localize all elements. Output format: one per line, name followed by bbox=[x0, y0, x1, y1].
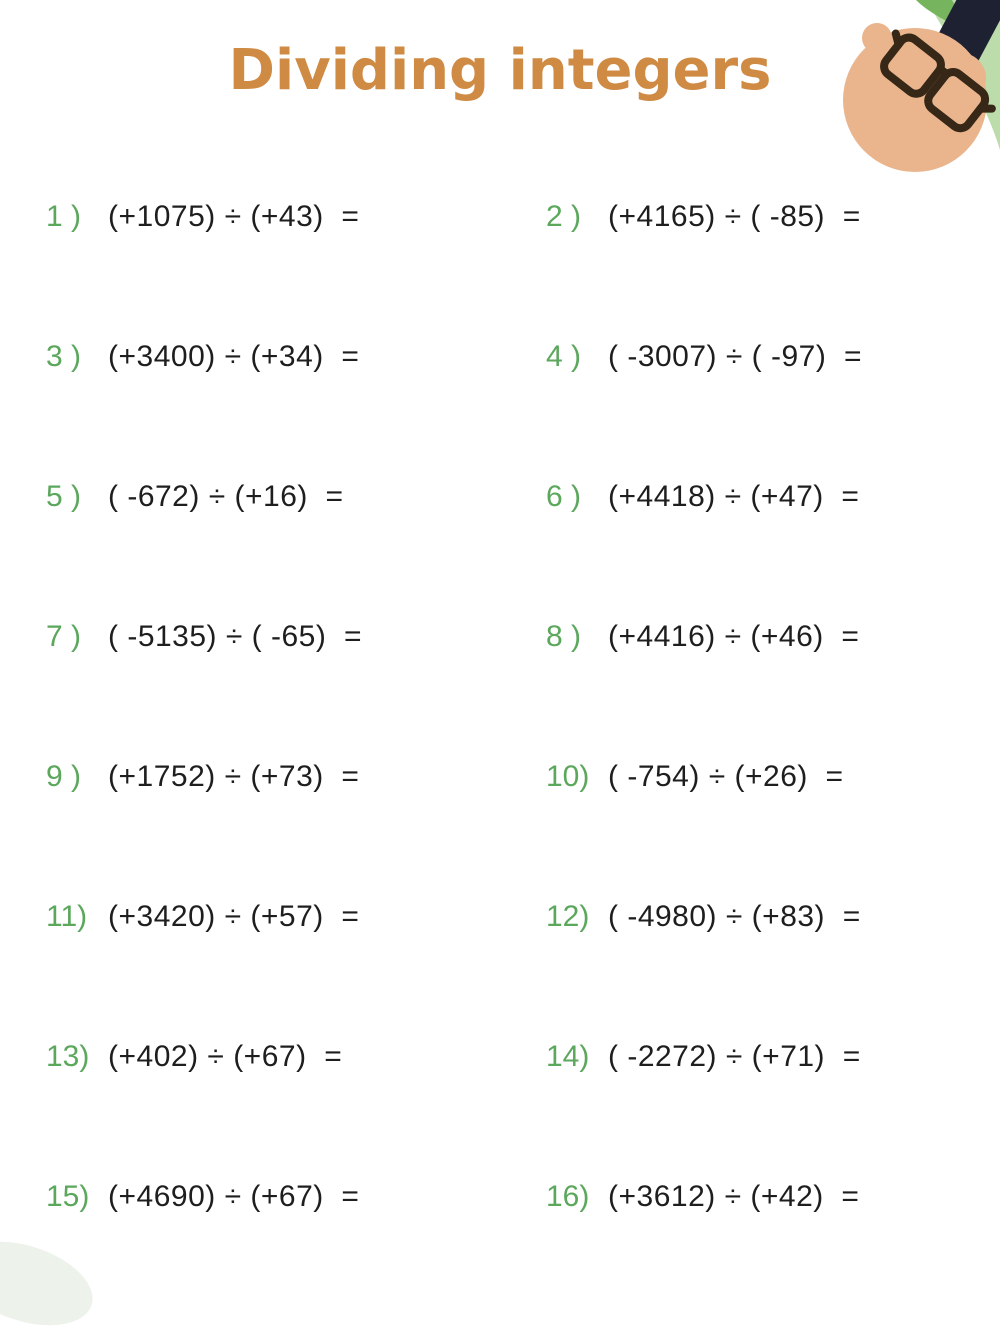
problem-row-10: 10) ( -754) ÷ (+26) = bbox=[500, 750, 1000, 890]
problem-row-11: 11) (+3420) ÷ (+57) = bbox=[0, 890, 500, 1030]
problem-row-15: 15) (+4690) ÷ (+67) = bbox=[0, 1170, 500, 1310]
problem-number: 5 ) bbox=[46, 480, 82, 513]
problem-expression: (+4690) ÷ (+67) = bbox=[108, 1180, 360, 1213]
problem-row-13: 13) (+402) ÷ (+67) = bbox=[0, 1030, 500, 1170]
page-title: Dividing integers bbox=[228, 38, 772, 103]
problem-expression: (+3420) ÷ (+57) = bbox=[108, 900, 360, 933]
problem-number: 6 ) bbox=[546, 480, 582, 513]
problem-number: 15) bbox=[46, 1180, 90, 1213]
problem-number: 12) bbox=[546, 900, 590, 933]
kid-scratching-head-illustration bbox=[830, 0, 1000, 178]
problem-number: 7 ) bbox=[46, 620, 82, 653]
problem-expression: (+3612) ÷ (+42) = bbox=[608, 1180, 860, 1213]
problem-number: 4 ) bbox=[546, 340, 582, 373]
problem-row-4: 4 ) ( -3007) ÷ ( -97) = bbox=[500, 330, 1000, 470]
problem-expression: (+1752) ÷ (+73) = bbox=[108, 760, 360, 793]
problem-row-9: 9 ) (+1752) ÷ (+73) = bbox=[0, 750, 500, 890]
problem-expression: ( -3007) ÷ ( -97) = bbox=[608, 340, 863, 373]
problem-expression: ( -4980) ÷ (+83) = bbox=[608, 900, 861, 933]
problem-number: 1 ) bbox=[46, 200, 82, 233]
problem-row-14: 14) ( -2272) ÷ (+71) = bbox=[500, 1030, 1000, 1170]
problem-row-7: 7 ) ( -5135) ÷ ( -65) = bbox=[0, 610, 500, 750]
problem-row-3: 3 ) (+3400) ÷ (+34) = bbox=[0, 330, 500, 470]
character-ear bbox=[862, 23, 892, 53]
problem-expression: ( -2272) ÷ (+71) = bbox=[608, 1040, 861, 1073]
problem-row-16: 16) (+3612) ÷ (+42) = bbox=[500, 1170, 1000, 1310]
worksheet-header: Dividing integers bbox=[0, 0, 1000, 108]
problem-number: 16) bbox=[546, 1180, 590, 1213]
problem-expression: (+4418) ÷ (+47) = bbox=[608, 480, 860, 513]
problem-row-1: 1 ) (+1075) ÷ (+43) = bbox=[0, 190, 500, 330]
problem-row-5: 5 ) ( -672) ÷ (+16) = bbox=[0, 470, 500, 610]
problem-number: 2 ) bbox=[546, 200, 582, 233]
problem-number: 11) bbox=[46, 900, 88, 933]
problem-row-8: 8 ) (+4416) ÷ (+46) = bbox=[500, 610, 1000, 750]
problem-expression: ( -754) ÷ (+26) = bbox=[608, 760, 844, 793]
problem-number: 9 ) bbox=[46, 760, 82, 793]
problem-number: 14) bbox=[546, 1040, 590, 1073]
kid-scratching-head-icon bbox=[843, 0, 1000, 172]
problem-row-6: 6 ) (+4418) ÷ (+47) = bbox=[500, 470, 1000, 610]
problem-expression: (+1075) ÷ (+43) = bbox=[108, 200, 360, 233]
problem-expression: (+4416) ÷ (+46) = bbox=[608, 620, 860, 653]
problem-number: 13) bbox=[46, 1040, 90, 1073]
problem-expression: ( -672) ÷ (+16) = bbox=[108, 480, 344, 513]
problem-expression: (+4165) ÷ ( -85) = bbox=[608, 200, 861, 233]
problem-expression: (+3400) ÷ (+34) = bbox=[108, 340, 360, 373]
problems-grid: 1 ) (+1075) ÷ (+43) = 2 ) (+4165) ÷ ( -8… bbox=[0, 190, 1000, 1310]
problem-number: 10) bbox=[546, 760, 590, 793]
problem-expression: (+402) ÷ (+67) = bbox=[108, 1040, 343, 1073]
problem-expression: ( -5135) ÷ ( -65) = bbox=[108, 620, 363, 653]
problem-number: 8 ) bbox=[546, 620, 582, 653]
problem-row-2: 2 ) (+4165) ÷ ( -85) = bbox=[500, 190, 1000, 330]
glasses-icon bbox=[880, 29, 996, 133]
problem-number: 3 ) bbox=[46, 340, 82, 373]
problem-row-12: 12) ( -4980) ÷ (+83) = bbox=[500, 890, 1000, 1030]
